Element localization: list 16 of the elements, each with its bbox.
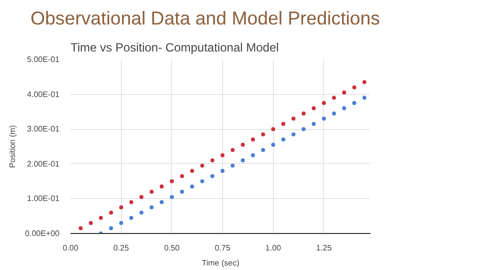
y-tick-label: 3.00E-01 — [27, 124, 60, 134]
x-tick-label: 0.00 — [62, 244, 79, 252]
x-tick-label: 1.00 — [265, 244, 282, 252]
chart-subtitle: Time vs Position- Computational Model — [70, 40, 279, 54]
x-tick-label: 0.25 — [113, 244, 130, 252]
y-tick-label: 0.00E+00 — [25, 229, 60, 238]
y-tick-label: 2.00E-01 — [27, 159, 60, 168]
x-tick-label: 0.50 — [164, 244, 180, 252]
y-axis-title: Position (m) — [8, 124, 18, 168]
chart-title: Observational Data and Model Predictions — [30, 8, 380, 28]
x-tick-label: 0.75 — [214, 244, 231, 252]
y-tick-label: 1.00E-01 — [27, 194, 60, 204]
y-tick-label: 4.00E-01 — [27, 90, 60, 99]
y-tick-label: 5.00E-01 — [27, 55, 60, 64]
x-tick-label: 1.25 — [316, 244, 332, 252]
x-axis-title: Time (sec) — [202, 258, 240, 268]
